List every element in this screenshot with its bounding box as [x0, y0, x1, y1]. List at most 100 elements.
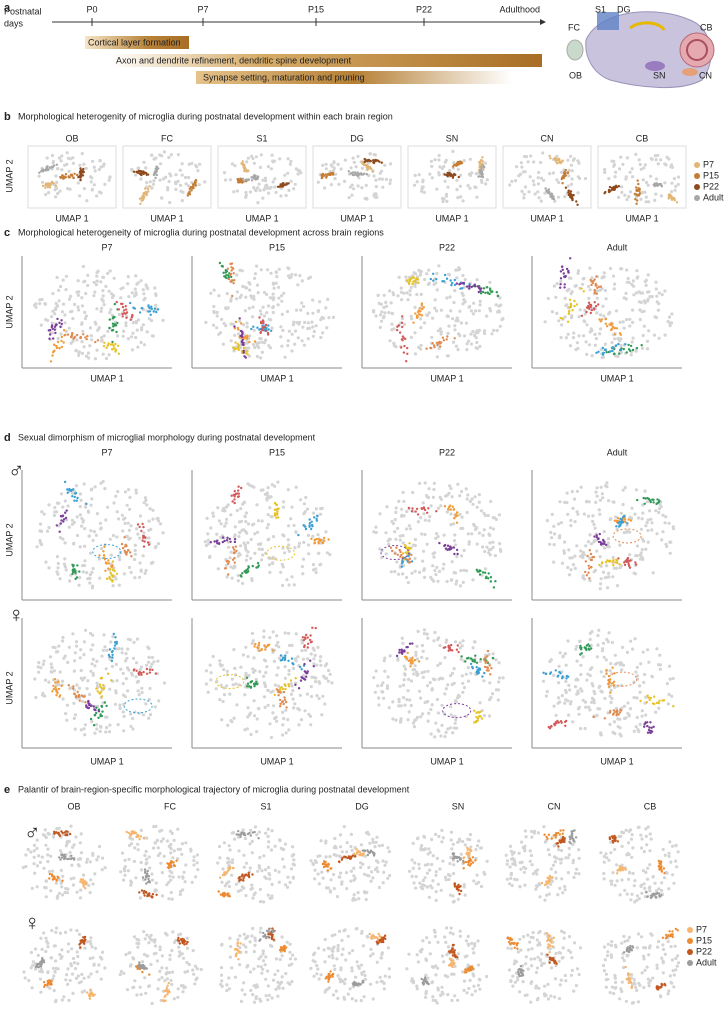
background-cell — [118, 558, 122, 562]
background-cell — [444, 640, 448, 644]
background-cell — [300, 339, 304, 343]
background-cell — [105, 648, 109, 652]
background-cell — [245, 341, 249, 345]
background-cell — [51, 161, 55, 165]
background-cell — [260, 558, 264, 562]
background-cell — [664, 542, 668, 547]
background-cell — [380, 690, 384, 694]
background-cell — [95, 274, 99, 278]
background-cell — [122, 714, 126, 719]
background-cell — [449, 309, 453, 313]
background-cell — [605, 485, 609, 489]
background-cell — [595, 549, 599, 553]
cell — [399, 550, 402, 554]
background-cell — [302, 502, 306, 506]
background-cell — [603, 288, 608, 293]
background-cell — [239, 507, 243, 511]
background-cell — [224, 505, 229, 509]
cell — [484, 291, 487, 295]
background-cell — [488, 533, 492, 538]
cell — [55, 344, 58, 348]
cell — [453, 552, 456, 556]
cell — [213, 540, 216, 543]
background-cell — [55, 570, 59, 574]
cell — [48, 166, 52, 169]
background-cell — [604, 297, 608, 301]
cell — [451, 165, 455, 168]
background-cell — [321, 694, 325, 698]
background-cell — [374, 178, 378, 182]
background-cell — [570, 169, 574, 173]
background-cell — [323, 186, 327, 190]
cell — [417, 281, 420, 284]
cell — [142, 171, 146, 174]
background-cell — [232, 564, 237, 568]
cell — [81, 171, 85, 174]
background-cell — [470, 171, 474, 175]
background-cell — [82, 640, 86, 644]
background-cell — [251, 305, 255, 309]
background-cell — [296, 655, 300, 659]
cell — [635, 186, 638, 189]
cell — [242, 180, 245, 183]
background-cell — [621, 488, 625, 492]
cell — [60, 319, 63, 322]
cell — [100, 690, 103, 693]
background-cell — [235, 290, 239, 294]
background-cell — [385, 684, 390, 688]
cell — [48, 337, 51, 340]
background-cell — [349, 166, 353, 170]
background-cell — [145, 330, 149, 334]
background-cell — [40, 855, 44, 859]
cell — [188, 191, 191, 194]
background-cell — [107, 289, 111, 293]
background-cell — [560, 323, 564, 327]
background-cell — [554, 295, 558, 299]
background-cell — [277, 267, 281, 271]
background-cell — [127, 565, 131, 570]
background-cell — [661, 513, 665, 517]
background-cell — [632, 729, 637, 733]
background-cell — [542, 178, 546, 182]
background-cell — [286, 344, 290, 348]
cell — [623, 518, 627, 521]
background-cell — [336, 162, 340, 166]
background-cell — [35, 885, 39, 889]
cell — [325, 176, 328, 179]
background-cell — [537, 196, 541, 200]
background-cell — [387, 706, 391, 710]
background-cell — [609, 688, 613, 693]
background-cell — [29, 850, 33, 854]
background-cell — [225, 517, 229, 522]
background-cell — [283, 631, 287, 635]
background-cell — [557, 664, 561, 668]
background-cell — [532, 160, 536, 164]
background-cell — [244, 346, 248, 350]
background-cell — [573, 520, 577, 524]
background-cell — [102, 633, 106, 637]
background-cell — [463, 285, 467, 289]
cell — [237, 348, 240, 352]
background-cell — [279, 570, 283, 574]
background-cell — [451, 317, 455, 321]
cell — [237, 485, 240, 488]
cell — [453, 517, 456, 520]
background-cell — [593, 332, 597, 336]
cell — [81, 174, 85, 177]
background-cell — [638, 684, 642, 688]
cell — [549, 671, 553, 674]
background-cell — [218, 698, 222, 702]
cell — [277, 694, 280, 697]
cell — [233, 279, 236, 282]
cell — [357, 173, 361, 176]
cell — [491, 290, 494, 293]
cell — [52, 337, 55, 340]
background-cell — [461, 681, 465, 685]
background-cell — [560, 694, 564, 698]
background-cell — [32, 862, 36, 866]
background-cell — [70, 522, 74, 526]
cell — [142, 197, 145, 201]
cell — [546, 190, 550, 193]
background-cell — [429, 159, 433, 163]
background-cell — [101, 856, 105, 860]
